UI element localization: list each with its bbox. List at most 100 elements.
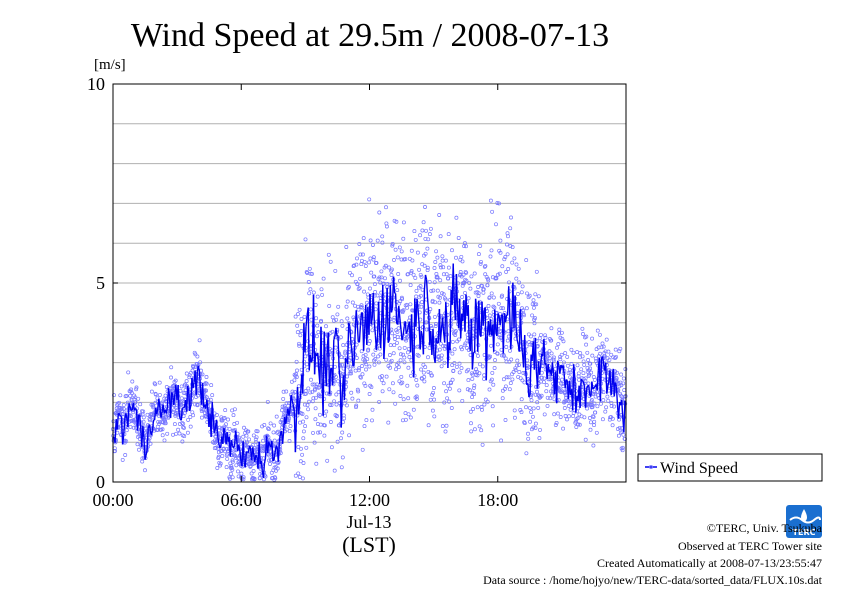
wind-speed-point — [301, 429, 306, 434]
wind-speed-point — [424, 320, 429, 325]
wind-speed-point — [428, 397, 433, 402]
wind-speed-point — [242, 425, 246, 430]
wind-speed-point — [507, 387, 512, 392]
wind-speed-point — [425, 246, 430, 251]
wind-speed-point — [348, 367, 353, 372]
y-axis-unit-label: [m/s] — [94, 57, 126, 73]
wind-speed-point — [426, 369, 431, 374]
wind-speed-point — [558, 415, 563, 419]
wind-speed-point — [519, 410, 524, 415]
wind-speed-point — [372, 362, 377, 367]
wind-speed-point — [599, 345, 604, 350]
wind-speed-line-segment — [606, 385, 609, 394]
wind-speed-point — [384, 374, 389, 379]
wind-speed-point — [592, 419, 597, 424]
wind-speed-point — [381, 381, 386, 386]
wind-speed-point — [140, 459, 145, 464]
wind-speed-line-segment — [356, 321, 359, 342]
wind-speed-point — [590, 336, 595, 341]
wind-speed-point — [272, 438, 277, 443]
wind-speed-point — [347, 433, 352, 438]
wind-speed-point — [195, 354, 200, 359]
wind-speed-point — [390, 243, 395, 248]
wind-speed-line-segment — [441, 317, 445, 332]
wind-speed-point — [368, 238, 373, 243]
wind-speed-line-segment — [621, 399, 624, 418]
wind-speed-point — [464, 278, 469, 283]
wind-speed-point — [450, 339, 455, 344]
wind-speed-point — [526, 332, 531, 337]
wind-speed-point — [163, 393, 168, 398]
wind-speed-line-segment — [557, 360, 560, 366]
wind-speed-point — [343, 398, 348, 403]
wind-speed-point — [590, 353, 595, 358]
wind-speed-point — [576, 406, 581, 411]
wind-speed-point — [480, 407, 484, 412]
wind-speed-point — [363, 352, 368, 357]
wind-speed-point — [222, 416, 227, 420]
wind-speed-point — [339, 355, 344, 360]
wind-speed-point — [348, 369, 353, 374]
wind-speed-point — [530, 313, 535, 318]
wind-speed-point — [345, 299, 350, 304]
wind-speed-point — [435, 255, 440, 260]
wind-speed-point — [448, 274, 453, 279]
wind-speed-point — [491, 423, 496, 428]
wind-speed-line-segment — [471, 352, 475, 370]
wind-speed-point — [379, 275, 384, 280]
wind-speed-line-segment — [156, 408, 159, 415]
wind-speed-point — [505, 338, 510, 343]
wind-speed-point — [394, 219, 399, 224]
wind-speed-point — [512, 256, 517, 261]
wind-speed-line-segment — [273, 452, 276, 460]
wind-speed-point — [235, 420, 240, 425]
wind-speed-line-segment — [514, 295, 517, 329]
wind-speed-point — [411, 407, 416, 412]
wind-speed-point — [257, 476, 262, 481]
wind-speed-point — [488, 254, 493, 259]
wind-speed-line-segment — [423, 274, 427, 291]
wind-speed-point — [430, 392, 435, 397]
wind-speed-point — [408, 415, 413, 420]
wind-speed-point — [336, 379, 340, 384]
wind-speed-point — [433, 260, 438, 264]
wind-speed-point — [602, 354, 607, 359]
wind-speed-point — [344, 245, 349, 249]
wind-speed-point — [487, 295, 492, 300]
wind-speed-point — [237, 438, 242, 443]
wind-speed-point — [414, 294, 419, 299]
wind-speed-point — [467, 280, 472, 285]
wind-speed-point — [387, 387, 392, 392]
wind-speed-point — [400, 380, 405, 385]
wind-speed-point — [528, 334, 533, 339]
wind-speed-point — [623, 367, 628, 372]
wind-speed-point — [479, 405, 484, 409]
wind-speed-line-segment — [197, 365, 201, 372]
wind-speed-point — [304, 415, 309, 420]
wind-speed-point — [489, 377, 494, 382]
x-axis-ticks: 00:00 06:00 12:00 18:00 — [92, 84, 518, 510]
wind-speed-point — [531, 298, 536, 303]
wind-speed-point — [535, 400, 540, 405]
wind-speed-point — [265, 399, 270, 404]
wind-speed-point — [594, 430, 599, 435]
wind-speed-point — [155, 396, 160, 401]
wind-speed-point — [179, 402, 184, 407]
wind-speed-point — [319, 287, 324, 292]
wind-speed-point — [431, 288, 436, 293]
wind-speed-point — [422, 263, 427, 268]
wind-speed-line-segment — [167, 388, 171, 397]
wind-speed-point — [565, 354, 570, 359]
wind-speed-point — [185, 430, 190, 435]
wind-speed-point — [432, 266, 437, 270]
wind-speed-point — [503, 418, 508, 422]
wind-speed-point — [335, 312, 340, 317]
wind-speed-point — [437, 213, 442, 217]
wind-speed-point — [590, 405, 595, 409]
wind-speed-point — [334, 317, 339, 322]
wind-speed-point — [184, 371, 189, 376]
wind-speed-point — [250, 443, 255, 447]
wind-speed-point — [331, 318, 336, 323]
wind-speed-line-segment — [353, 334, 356, 366]
wind-speed-point — [621, 432, 626, 437]
